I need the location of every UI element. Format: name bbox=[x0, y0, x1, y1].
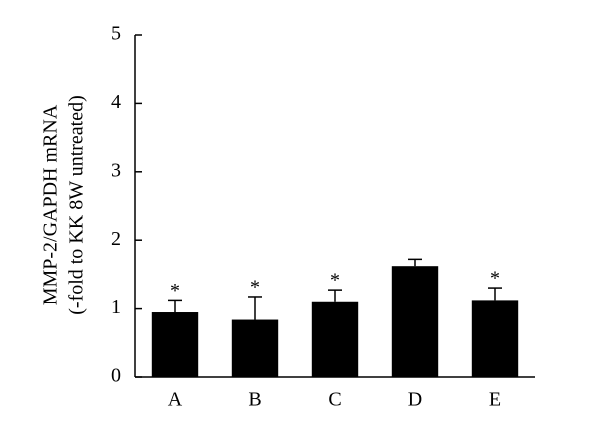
bar bbox=[391, 266, 439, 377]
y-label-line: (-fold to KK 8W untreated) bbox=[66, 95, 88, 315]
y-tick-label: 5 bbox=[111, 23, 121, 45]
bar bbox=[231, 319, 279, 377]
bar bbox=[151, 312, 199, 377]
x-tick-label: E bbox=[489, 389, 501, 411]
y-tick-label: 1 bbox=[111, 296, 121, 318]
bar bbox=[311, 301, 359, 377]
x-tick-label: A bbox=[168, 389, 183, 411]
y-tick-label: 4 bbox=[111, 91, 121, 113]
y-label-line: MMP-2/GAPDH mRNA bbox=[40, 104, 62, 305]
y-tick-label: 0 bbox=[111, 365, 121, 387]
bar bbox=[471, 300, 519, 377]
significance-mark: * bbox=[250, 277, 260, 299]
y-label: MMP-2/GAPDH mRNA (-fold to KK 8W untreat… bbox=[40, 95, 88, 315]
significance-mark: * bbox=[330, 270, 340, 292]
y-tick-label: 3 bbox=[111, 159, 121, 181]
x-tick-label: C bbox=[328, 389, 341, 411]
significance-mark: * bbox=[490, 268, 500, 290]
x-tick-label: B bbox=[248, 389, 261, 411]
y-tick-label: 2 bbox=[111, 228, 121, 250]
x-tick-label: D bbox=[408, 389, 422, 411]
significance-mark: * bbox=[170, 280, 180, 302]
